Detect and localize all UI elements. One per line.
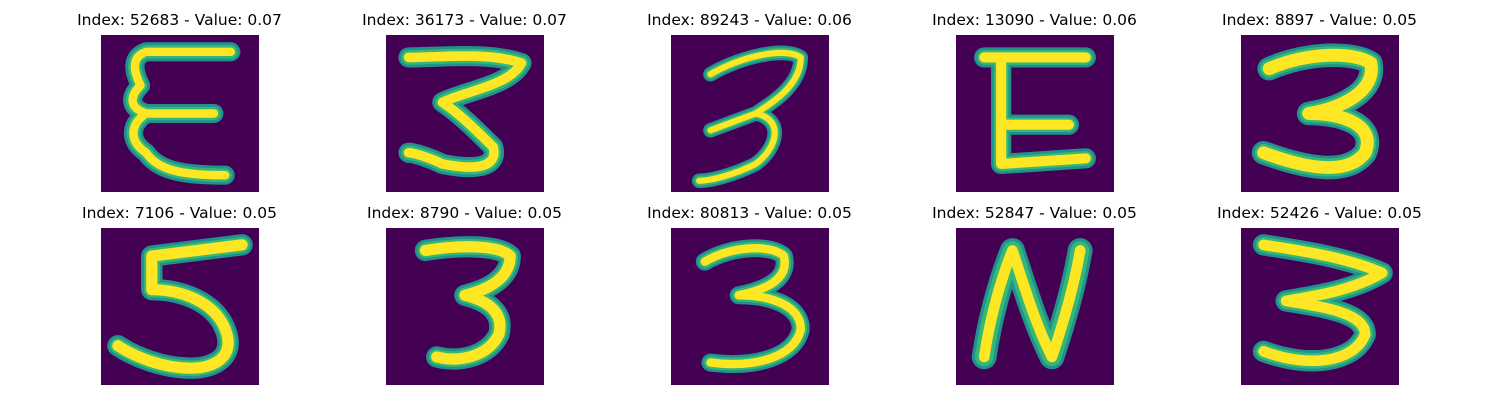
digit-image-svg xyxy=(385,228,544,385)
digit-image-svg xyxy=(670,228,829,385)
digit-image xyxy=(100,228,259,385)
panel-title: Index: 36173 - Value: 0.07 xyxy=(362,11,567,29)
digit-image-svg xyxy=(1240,228,1399,385)
panel-title: Index: 52847 - Value: 0.05 xyxy=(932,204,1137,222)
digit-image xyxy=(385,228,544,385)
digit-image xyxy=(1240,228,1399,385)
panel-title: Index: 8897 - Value: 0.05 xyxy=(1222,11,1417,29)
digit-image xyxy=(1240,35,1399,192)
digit-image-svg xyxy=(670,35,829,192)
digit-image-svg xyxy=(385,35,544,192)
digit-image xyxy=(955,35,1114,192)
panel-8: Index: 80813 - Value: 0.05 xyxy=(607,193,892,385)
panel-4: Index: 13090 - Value: 0.06 xyxy=(892,0,1177,192)
panel-6: Index: 7106 - Value: 0.05 xyxy=(37,193,322,385)
panel-9: Index: 52847 - Value: 0.05 xyxy=(892,193,1177,385)
digit-image-svg xyxy=(955,35,1114,192)
panel-2: Index: 36173 - Value: 0.07 xyxy=(322,0,607,192)
digit-image-svg xyxy=(1240,35,1399,192)
digit-image xyxy=(385,35,544,192)
digit-image xyxy=(670,35,829,192)
digit-image-svg xyxy=(955,228,1114,385)
digit-image xyxy=(670,228,829,385)
panel-title: Index: 52683 - Value: 0.07 xyxy=(77,11,282,29)
panel-title: Index: 80813 - Value: 0.05 xyxy=(647,204,852,222)
digit-image-svg xyxy=(100,35,259,192)
panel-1: Index: 52683 - Value: 0.07 xyxy=(37,0,322,192)
panel-10: Index: 52426 - Value: 0.05 xyxy=(1177,193,1462,385)
panel-title: Index: 7106 - Value: 0.05 xyxy=(82,204,277,222)
digit-image-svg xyxy=(100,228,259,385)
panel-3: Index: 89243 - Value: 0.06 xyxy=(607,0,892,192)
panel-title: Index: 52426 - Value: 0.05 xyxy=(1217,204,1422,222)
digit-image xyxy=(955,228,1114,385)
panel-title: Index: 8790 - Value: 0.05 xyxy=(367,204,562,222)
digit-image xyxy=(100,35,259,192)
panel-7: Index: 8790 - Value: 0.05 xyxy=(322,193,607,385)
panel-title: Index: 89243 - Value: 0.06 xyxy=(647,11,852,29)
panel-5: Index: 8897 - Value: 0.05 xyxy=(1177,0,1462,192)
panel-title: Index: 13090 - Value: 0.06 xyxy=(932,11,1137,29)
